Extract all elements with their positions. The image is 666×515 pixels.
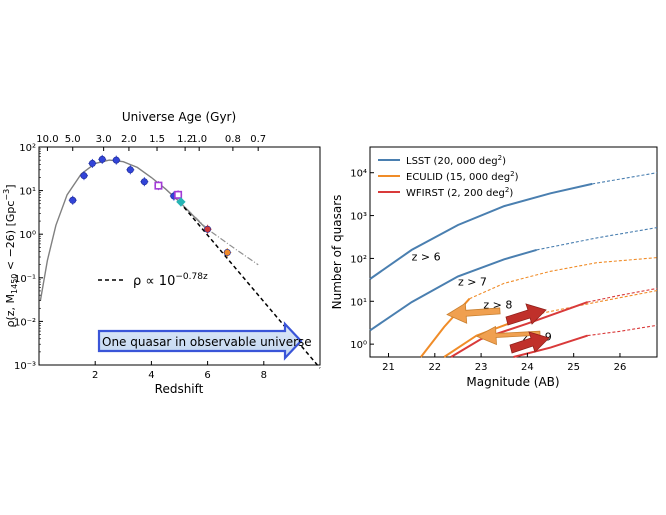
left-data-point [154,181,163,191]
left-data-point [174,190,183,200]
left-y-tick-label: 10⁻³ [14,361,36,372]
left-data-point [98,154,107,164]
left-top-ticks: 10.0 5.0 3.0 2.0 1.5 1.21.0 0.8 0.7 [36,134,266,151]
right-curve-solid [369,182,593,280]
left-y-tick-label: 10¹ [19,187,36,198]
left-legend: ρ ∝ 10−0.78z [98,272,208,289]
right-curve-dashed [587,287,658,303]
left-x-axis-label: Redshift [155,382,204,396]
left-fit-line [178,201,321,369]
right-curve-dashed [541,290,658,314]
right-x-tick-label: 22 [428,362,441,373]
observable-universe-arrow: One quasar in observable universe [97,321,312,361]
right-y-tick-label: 10³ [350,212,367,223]
right-series-label: z > 7 [458,276,487,289]
left-y-tick-label: 10⁻² [14,317,36,328]
right-curve-solid [369,248,537,332]
right-curve-dashed [469,257,658,300]
right-legend-label: ECULID (15, 000 deg2) [406,170,519,183]
left-x-tick-label: 8 [261,370,267,381]
right-y-axis-label: Number of quasars [330,195,344,310]
right-series-labels: z > 6z > 7z > 8z > 9 [412,250,552,343]
left-legend-label: ρ ∝ 10−0.78z [133,272,208,289]
left-x-tick-label: 2 [92,370,98,381]
left-extrapolation-line [179,201,259,266]
left-top-tick-label: 1.0 [191,134,207,145]
left-top-tick-label: 3.0 [96,134,112,145]
right-legend-label: WFIRST (2, 200 deg2) [406,186,513,199]
observable-universe-label: One quasar in observable universe [102,335,312,349]
left-y-tick-label: 10⁻¹ [14,274,36,285]
right-series-label: z > 6 [412,250,441,263]
right-legend-label: LSST (20, 000 deg2) [406,154,506,167]
right-y-tick-label: 10⁴ [350,169,367,180]
left-top-axis-label: Universe Age (Gyr) [122,110,236,124]
right-y-tick-label: 10⁰ [350,340,367,351]
left-data-point [79,171,88,181]
left-x-tick-label: 4 [148,370,154,381]
right-curve-dashed [587,324,658,337]
left-x-tick-label: 6 [204,370,210,381]
left-chart: 2 4 6 8 10⁻³ 10⁻² 10⁻¹ 10⁰ 10¹ 10² 10.0 5.0 3.0 2.0… [2,110,321,396]
red-arrow-2 [509,331,550,354]
left-y-tick-label: 10⁰ [19,230,36,241]
left-top-tick-label: 1.5 [149,134,165,145]
right-curve-dashed [536,227,658,251]
right-data-curves [369,172,658,358]
orange-arrow-1 [446,302,501,324]
right-annotation-arrows [446,302,550,354]
right-x-tick-label: 24 [521,362,534,373]
left-data-point [176,197,186,207]
left-data-point [68,195,77,205]
right-y-ticks: 10⁰ 10¹ 10² 10³ 10⁴ [350,169,374,351]
red-arrow-1 [505,303,547,326]
left-x-ticks: 2 4 6 8 [92,361,267,381]
left-y-ticks: 10⁻³ 10⁻² 10⁻¹ 10⁰ 10¹ 10² [14,143,43,372]
left-top-tick-label: 1.2 [177,134,193,145]
left-data-point [203,224,212,234]
left-top-tick-label: 2.0 [121,134,137,145]
left-data-marks [39,154,321,369]
right-x-axis-label: Magnitude (AB) [466,375,559,389]
right-legend: LSST (20, 000 deg2) ECULID (15, 000 deg2)… [378,154,519,199]
left-top-tick-label: 0.8 [225,134,241,145]
right-x-tick-label: 21 [382,362,395,373]
left-data-point [223,248,232,258]
left-data-point [126,165,135,175]
left-top-tick-label: 10.0 [36,134,58,145]
right-y-tick-label: 10² [350,254,367,265]
left-y-tick-label: 10² [19,143,36,154]
left-y-axis-label: ρ(z, M1450 < −26) [Gpc−3] [2,184,19,327]
right-chart: 21 22 23 24 25 26 10⁰ 10¹ 10² 10³ 10⁴ Magnitude (… [330,146,658,389]
left-data-point [112,155,121,165]
left-data-point [140,177,149,187]
right-x-tick-label: 26 [614,362,627,373]
left-top-tick-label: 0.7 [250,134,266,145]
right-x-tick-label: 25 [567,362,580,373]
right-curve-dashed [592,172,658,185]
right-curve-solid [450,301,588,358]
right-x-ticks: 21 22 23 24 25 26 [382,353,626,373]
left-top-tick-label: 5.0 [65,134,81,145]
left-data-point [88,158,97,168]
right-y-tick-label: 10¹ [350,297,367,308]
left-plot-frame [38,146,321,366]
right-x-tick-label: 23 [475,362,488,373]
right-curve-solid [513,334,588,358]
